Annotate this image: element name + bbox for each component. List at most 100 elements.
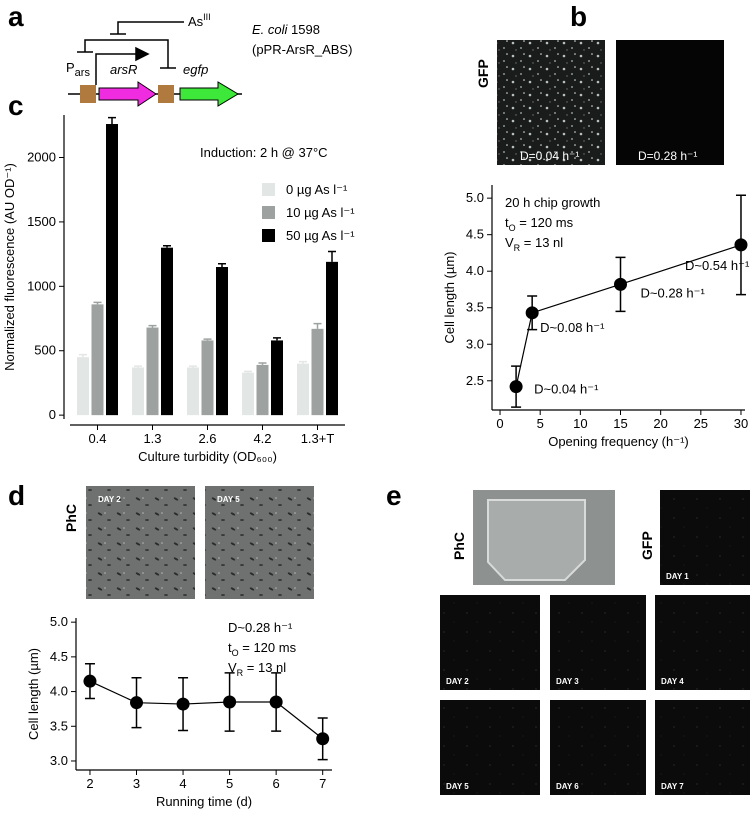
strain-name: E. coli [252, 22, 289, 37]
bar [311, 328, 324, 416]
y-tick-label: 4.0 [466, 263, 484, 278]
image-label: DAY 4 [661, 677, 684, 686]
x-tick-label: 2 [86, 776, 93, 791]
annotation-part: = 13 nl [243, 660, 286, 675]
inducer-sup: III [203, 12, 211, 22]
annotation-part: = 120 ms [239, 640, 297, 655]
x-tick-label: 1.3 [143, 431, 161, 446]
error-bar [244, 370, 252, 373]
point [316, 732, 330, 746]
x-tick-label: 6 [273, 776, 280, 791]
legend-swatch [262, 206, 275, 219]
error-bar [148, 324, 157, 328]
micrograph [440, 595, 540, 690]
x-tick-label: 25 [694, 416, 708, 431]
inhibition-line [110, 21, 184, 35]
strain: E. coli 1598 [252, 22, 320, 37]
plasmid: (pPR-ArsR_ABS) [252, 42, 352, 57]
point [130, 696, 144, 710]
point [734, 238, 748, 252]
annotation-part: = 13 nl [520, 235, 563, 250]
y-axis-title: Normalized fluorescence (AU OD⁻¹) [2, 163, 17, 371]
annotation-part: t [505, 215, 509, 230]
bar [77, 357, 89, 416]
annotation: tO = 120 ms [505, 215, 574, 233]
x-tick-label: 5 [226, 776, 233, 791]
x-tick-label: 15 [613, 416, 627, 431]
panel-labels: a b c d e [8, 1, 587, 511]
operator-box [80, 85, 96, 103]
line [515, 244, 742, 387]
micrograph [440, 700, 540, 795]
annotation: D~0.28 h⁻¹ [228, 620, 293, 635]
inhibition-line [77, 39, 176, 69]
micrograph [550, 700, 646, 795]
legend-label: 0 µg As l⁻¹ [286, 182, 348, 197]
x-tick-label: 1.3+T [301, 431, 335, 446]
promoter-arrowhead [135, 46, 150, 62]
y-tick-label: 1000 [27, 278, 56, 293]
micrograph [655, 595, 750, 690]
gene-label: arsR [110, 62, 137, 77]
bar [91, 304, 104, 416]
inducer-text: As [188, 14, 204, 29]
point-label: D~0.08 h⁻¹ [540, 320, 605, 335]
bar [146, 327, 159, 416]
x-tick-label: 10 [573, 416, 587, 431]
annotation-part: = 120 ms [516, 215, 574, 230]
bar [326, 261, 338, 416]
strain-number: 1598 [291, 22, 320, 37]
x-tick-label: 4 [179, 776, 186, 791]
operator-box [158, 85, 174, 103]
annotation-part: V [228, 660, 237, 675]
error-bar [328, 250, 336, 262]
annotation-sub: O [232, 648, 239, 658]
annotation: VR = 13 nl [505, 235, 563, 253]
legend-label: 50 µg As l⁻¹ [286, 228, 355, 243]
y-tick-label: 5.0 [50, 614, 68, 629]
image-label: D=0.04 h⁻¹ [520, 149, 579, 163]
annotation-sub: O [509, 223, 516, 233]
error-bar [203, 338, 212, 341]
channel-label: GFP [475, 59, 491, 88]
annotation: VR = 13 nl [228, 660, 286, 678]
micrograph [497, 40, 605, 165]
annotation-sub: R [237, 668, 244, 678]
promoter-arrow [95, 53, 138, 85]
bar [132, 367, 144, 416]
annotation-part: V [505, 235, 514, 250]
error-bar [93, 301, 102, 305]
y-tick-label: 4.0 [50, 684, 68, 699]
x-tick-label: 0 [496, 416, 503, 431]
error-bar [299, 360, 307, 364]
y-tick-label: 0 [49, 407, 56, 422]
point [614, 277, 628, 291]
error-bar [189, 365, 197, 368]
gene-arrow [98, 81, 157, 107]
y-axis-title: Cell length (µm) [442, 251, 457, 343]
micrograph [616, 40, 724, 165]
annotation: Induction: 2 h @ 37°C [200, 145, 328, 160]
x-tick-label: 5 [537, 416, 544, 431]
point [176, 697, 190, 711]
inducer: AsIII [188, 12, 211, 29]
point-label: D~0.54 h⁻¹ [685, 258, 750, 273]
point [269, 695, 283, 709]
chip-chamber [487, 499, 586, 581]
x-tick-label: 0.4 [88, 431, 106, 446]
y-tick-label: 2000 [27, 150, 56, 165]
bar [201, 340, 214, 416]
bar [242, 372, 254, 416]
point-label: D~0.28 h⁻¹ [641, 285, 706, 300]
image-label: DAY 7 [661, 782, 684, 791]
micrograph [550, 595, 646, 690]
error-bar [313, 322, 322, 329]
channel-label: PhC [63, 504, 79, 532]
annotation-sub: R [514, 243, 521, 253]
bar [216, 267, 228, 416]
bar [297, 363, 309, 416]
annotation: 20 h chip growth [505, 195, 600, 210]
legend-swatch [262, 229, 275, 242]
